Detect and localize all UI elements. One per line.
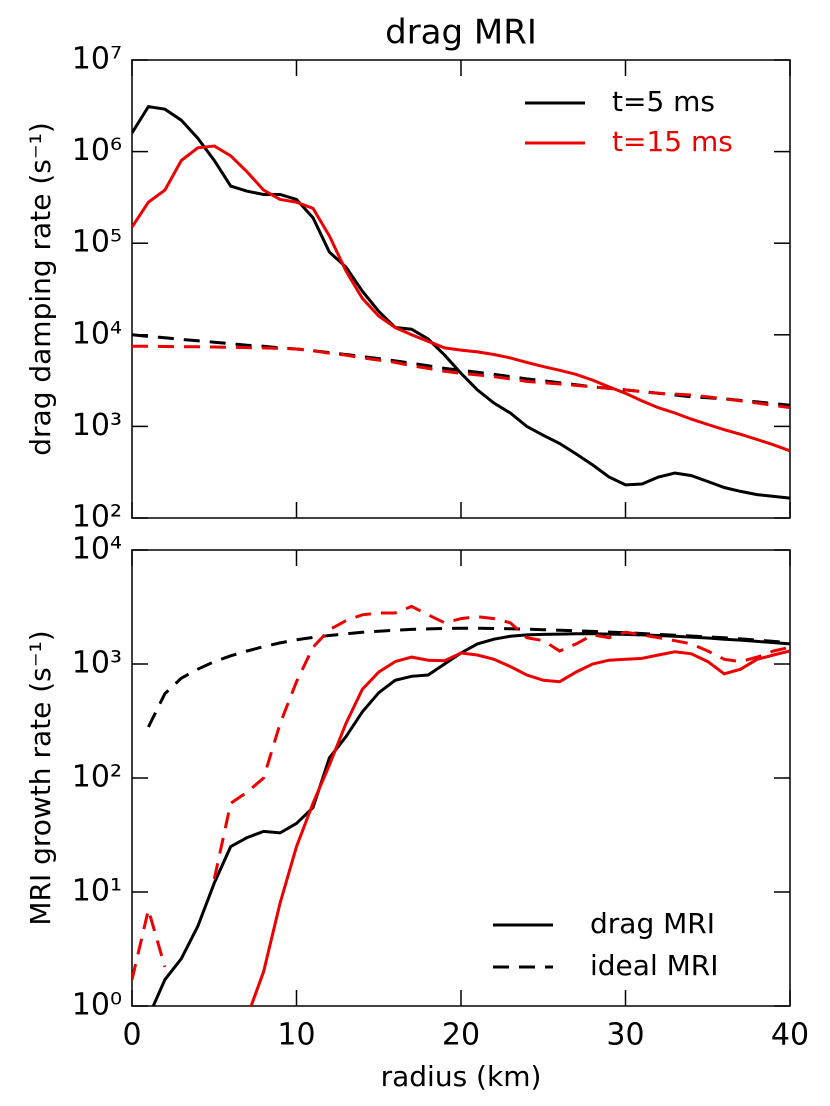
x-axis-label: radius (km) (381, 1060, 542, 1093)
data-line (249, 649, 790, 1006)
data-line (151, 632, 790, 1006)
legend-label: ideal MRI (590, 949, 719, 982)
y-tick-label: 10³ (72, 646, 122, 681)
y-axis-label: MRI growth rate (s⁻¹) (24, 630, 57, 925)
y-tick-label: 10⁶ (72, 133, 122, 168)
x-tick-label: 20 (442, 1018, 480, 1053)
x-tick-label: 40 (771, 1018, 809, 1053)
x-tick-label: 0 (122, 1018, 141, 1053)
y-tick-label: 10⁴ (72, 316, 122, 351)
y-tick-label: 10² (72, 500, 122, 535)
plot-area (132, 104, 790, 500)
y-tick-label: 10¹ (72, 874, 122, 909)
data-line (132, 144, 790, 453)
y-axis-label: drag damping rate (s⁻¹) (24, 122, 57, 456)
data-line (147, 626, 790, 728)
legend-label: drag MRI (590, 907, 715, 940)
x-tick-label: 30 (606, 1018, 644, 1053)
legend-label: t=15 ms (612, 125, 733, 158)
chart-title: drag MRI (385, 13, 537, 53)
legend-label: t=5 ms (612, 85, 715, 118)
x-tick-label: 10 (277, 1018, 315, 1053)
y-tick-label: 10⁰ (72, 988, 122, 1023)
data-line (132, 344, 790, 410)
y-tick-label: 10⁵ (72, 225, 122, 260)
plot-area (132, 604, 790, 1006)
y-tick-label: 10² (72, 760, 122, 795)
y-tick-label: 10⁴ (72, 532, 122, 567)
data-line (132, 333, 790, 407)
y-tick-label: 10⁷ (72, 42, 122, 77)
y-tick-label: 10³ (72, 408, 122, 443)
data-line (132, 104, 790, 500)
data-line (132, 604, 790, 981)
